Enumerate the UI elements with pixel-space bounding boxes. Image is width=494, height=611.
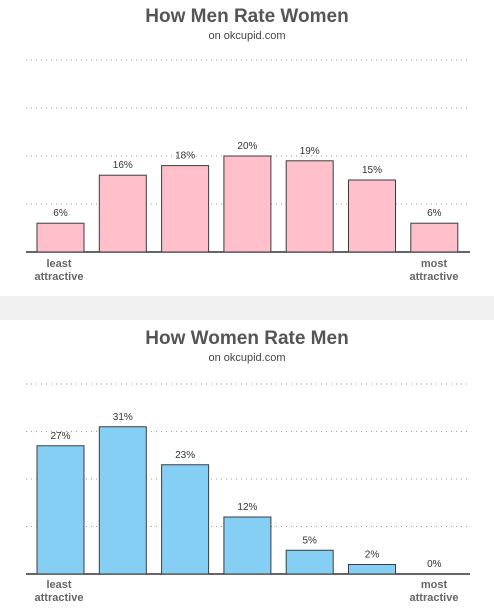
bar-chart-men-rate-women: 6% 16% 18% 20% 19% 15% 6% [26, 59, 470, 253]
data-label-5: 5% [302, 535, 317, 546]
data-label-4: 12% [237, 502, 257, 513]
chart-panel-men-rate-women: How Men Rate Women on okcupid.com 6% 16% 1… [0, 0, 494, 296]
data-label-3: 23% [175, 450, 195, 461]
data-label-6: 2% [365, 550, 380, 561]
axis-label-most: most attractive [409, 579, 459, 604]
data-label-2: 16% [113, 160, 133, 171]
data-label-1: 6% [53, 208, 68, 219]
data-label-3: 18% [175, 151, 195, 162]
bar-4 [223, 516, 272, 575]
bar-1 [36, 445, 85, 575]
data-label-1: 27% [50, 431, 70, 442]
bar-4 [223, 155, 272, 253]
axis-label-most: most attractive [409, 258, 459, 283]
bar-2 [98, 174, 147, 253]
data-label-7: 0% [427, 559, 442, 570]
data-label-2: 31% [113, 412, 133, 423]
bar-5 [285, 160, 334, 253]
chart-panel-women-rate-men: How Women Rate Men on okcupid.com 27% 31%… [0, 320, 494, 611]
chart-subtitle: on okcupid.com [208, 30, 286, 42]
axis-label-least: least attractive [34, 579, 84, 604]
bar-3 [161, 165, 210, 253]
bar-1 [36, 222, 85, 253]
data-label-4: 20% [237, 141, 257, 152]
data-label-5: 19% [300, 146, 320, 157]
chart-title: How Women Rate Men [145, 328, 349, 349]
axis-label-least: least attractive [34, 258, 84, 283]
bar-2 [98, 426, 147, 575]
chart-subtitle: on okcupid.com [208, 352, 286, 364]
chart-title: How Men Rate Women [145, 6, 349, 27]
bar-6 [348, 179, 396, 253]
bar-6 [348, 564, 396, 575]
bar-7 [410, 222, 459, 253]
data-label-7: 6% [427, 208, 442, 219]
bar-3 [161, 464, 210, 575]
data-label-6: 15% [362, 165, 382, 176]
panel-separator [0, 296, 494, 320]
bar-5 [285, 549, 334, 575]
bar-chart-women-rate-men: 27% 31% 23% 12% 5% 2% 0% [26, 383, 470, 575]
